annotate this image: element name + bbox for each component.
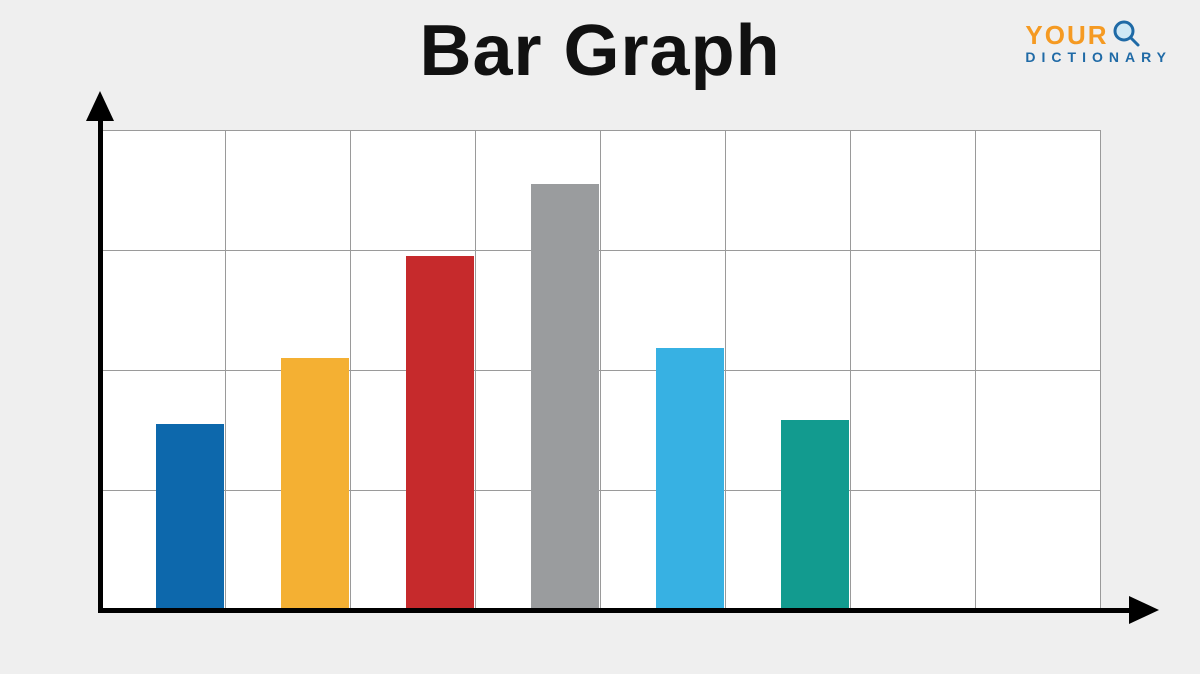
chart-plot-area [100,130,1100,610]
chart-bar [281,358,350,610]
chart-bar [406,256,475,610]
page-title: Bar Graph [0,10,1200,92]
chart-bar [656,348,725,610]
logo-word-dictionary: DICTIONARY [1025,50,1172,64]
grid-line-horizontal [100,490,1100,491]
grid-line-horizontal [100,370,1100,371]
y-axis [98,115,103,613]
chart-bar [156,424,225,610]
grid-line-horizontal [100,250,1100,251]
grid-line-horizontal [100,130,1100,131]
chart-bar [781,420,850,610]
magnifier-icon [1111,18,1141,52]
chart-bar [531,184,600,610]
logo-word-your: YOUR [1025,22,1108,48]
bar-chart [80,115,1140,635]
x-axis [98,608,1136,613]
x-axis-arrowhead-icon [1129,596,1159,624]
brand-logo: YOUR DICTIONARY [1025,18,1172,64]
y-axis-arrowhead-icon [86,91,114,121]
